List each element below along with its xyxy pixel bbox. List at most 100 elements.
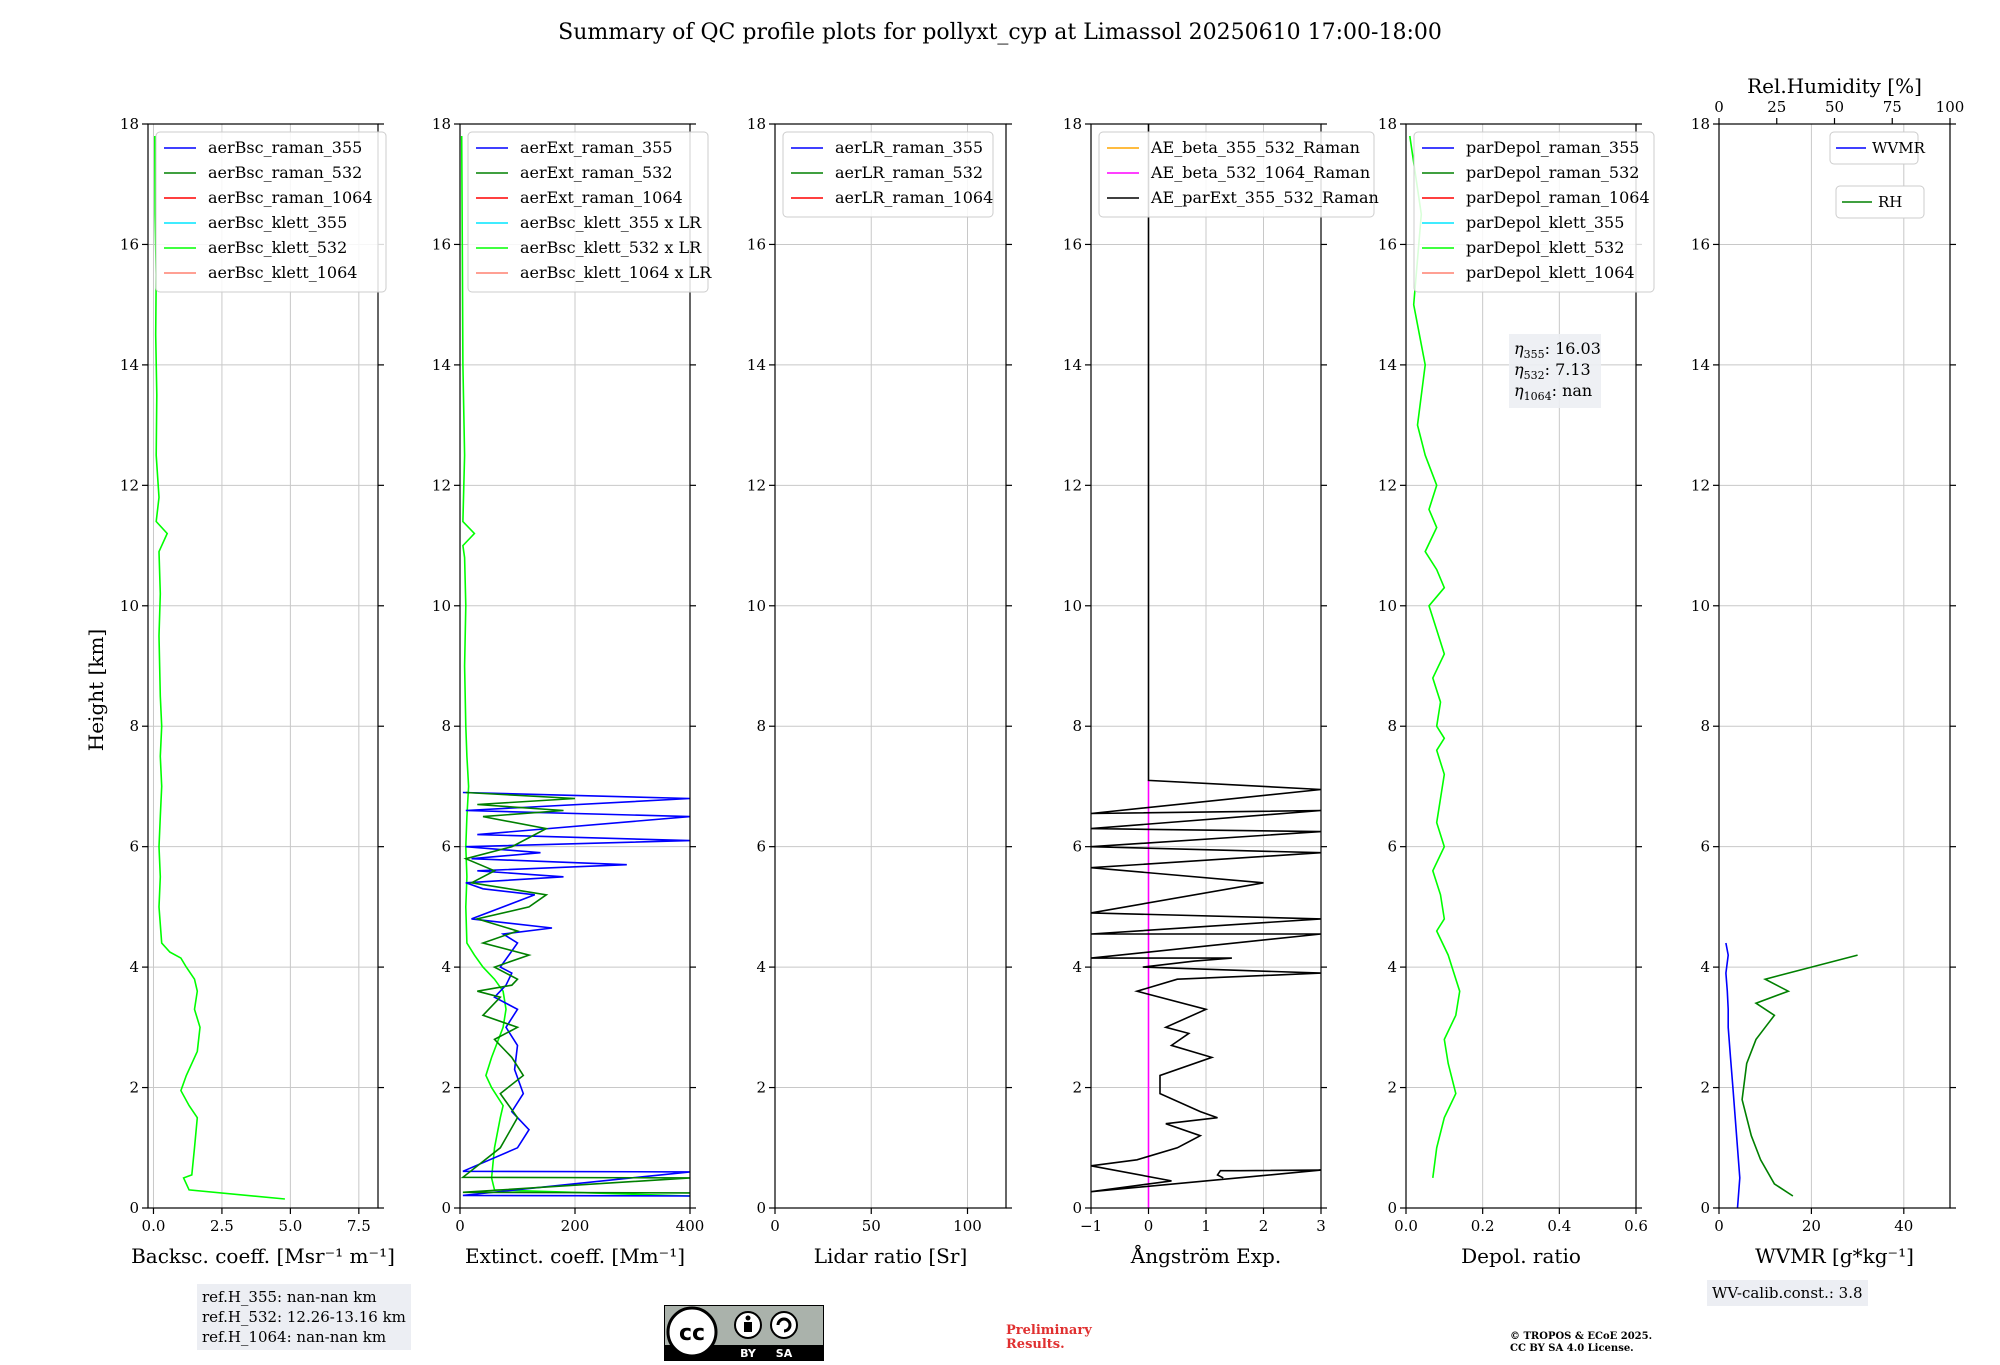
x-tick-label: 0 (1714, 1217, 1724, 1235)
legend-box: parDepol_raman_355 parDepol_raman_532 parD… (1413, 131, 1655, 293)
cc-license-badge: cc BY SA (664, 1305, 824, 1365)
wv-calibration-box: WV-calib.const.: 3.8 (1707, 1280, 1868, 1306)
x-tick-label: 1 (1201, 1217, 1211, 1235)
y-tick-label: 8 (441, 717, 451, 735)
y-tick-label: 16 (1691, 235, 1710, 253)
y-tick-label: 12 (432, 476, 451, 494)
x-axis-label: Lidar ratio [Sr] (814, 1244, 968, 1268)
y-tick-label: 4 (1072, 958, 1082, 976)
legend-label-parDepol_klett_532: parDepol_klett_532 (1466, 238, 1624, 257)
x-tick-label: −1 (1080, 1217, 1102, 1235)
y-tick-label: 16 (747, 235, 766, 253)
y-tick-label: 12 (1378, 476, 1397, 494)
x2-tick-label: 75 (1883, 98, 1902, 116)
x-tick-label: 3 (1316, 1217, 1326, 1235)
panel-5: 0 2 4 6 8 10 12 14 16 18 0.0 0.2 0.4 0.6 Depol. ratio p… (1378, 115, 1655, 1268)
y-tick-label: 18 (1063, 115, 1082, 133)
annotation-background (1509, 334, 1601, 408)
y-tick-label: 4 (129, 958, 139, 976)
x-tick-label: 0 (455, 1217, 465, 1235)
series-line-aerExt_raman_532 (460, 791, 691, 1194)
panel-3: 0 2 4 6 8 10 12 14 16 18 0 50 100 Lidar ratio [Sr] aer… (747, 115, 1012, 1268)
y-tick-label: 10 (432, 597, 451, 615)
x-tick-label: 2 (1259, 1217, 1269, 1235)
y-tick-label: 18 (1691, 115, 1710, 133)
x-tick-label: 0.0 (1394, 1217, 1418, 1235)
preliminary-line-2: Results. (1006, 1337, 1065, 1352)
y-tick-label: 0 (1387, 1199, 1397, 1217)
badge-by-label: BY (740, 1347, 757, 1360)
y-tick-label: 8 (1387, 717, 1397, 735)
y-tick-label: 10 (120, 597, 139, 615)
copyright-notice: © TROPOS & ECoE 2025. CC BY SA 4.0 Licen… (1510, 1331, 1652, 1355)
legend-label-parDepol_raman_355: parDepol_raman_355 (1466, 138, 1639, 157)
legend-label: RH (1878, 193, 1902, 211)
y-tick-label: 18 (432, 115, 451, 133)
cc-by-sa-logo-icon: cc BY SA (664, 1305, 824, 1361)
y-tick-label: 8 (1700, 717, 1710, 735)
legend-label-aerBsc_raman_532: aerBsc_raman_532 (208, 163, 362, 182)
y-tick-label: 14 (432, 356, 451, 374)
y-tick-label: 14 (747, 356, 766, 374)
wv-calib-constant: WV-calib.const.: 3.8 (1712, 1284, 1863, 1302)
y-tick-label: 6 (441, 838, 451, 856)
y-tick-label: 2 (1700, 1079, 1710, 1097)
y-tick-label: 6 (1072, 838, 1082, 856)
y-tick-label: 0 (1700, 1199, 1710, 1217)
x-tick-label: 0.4 (1547, 1217, 1571, 1235)
figure-title: Summary of QC profile plots for pollyxt_… (558, 20, 1442, 45)
x-axis-label: Depol. ratio (1461, 1244, 1581, 1268)
y-tick-label: 6 (756, 838, 766, 856)
panel-2: 0 2 4 6 8 10 12 14 16 18 0 200 400 Extinct. coeff. [M… (432, 115, 712, 1268)
svg-text:cc: cc (679, 1321, 705, 1346)
y-tick-label: 16 (120, 235, 139, 253)
x-tick-label: 100 (953, 1217, 982, 1235)
legend-label-aerLR_raman_355: aerLR_raman_355 (835, 138, 983, 157)
legend-label-aerExt_raman_532: aerExt_raman_532 (520, 163, 673, 182)
y-tick-label: 10 (1691, 597, 1710, 615)
y-tick-label: 14 (1378, 356, 1397, 374)
y-tick-label: 18 (747, 115, 766, 133)
x-tick-label: 200 (561, 1217, 590, 1235)
y-tick-label: 12 (1063, 476, 1082, 494)
y-tick-label: 6 (1387, 838, 1397, 856)
legend-label-aerBsc_klett_532 x LR: aerBsc_klett_532 x LR (520, 238, 702, 257)
x-tick-label: 0 (1144, 1217, 1154, 1235)
legend-label-AE_beta_532_1064_Raman: AE_beta_532_1064_Raman (1150, 163, 1370, 182)
legend-label-parDepol_klett_1064: parDepol_klett_1064 (1466, 263, 1635, 282)
y-tick-label: 0 (1072, 1199, 1082, 1217)
y-tick-label: 4 (756, 958, 766, 976)
legend-frame (1835, 185, 1925, 219)
y-tick-label: 4 (1700, 958, 1710, 976)
x-tick-label: 20 (1802, 1217, 1821, 1235)
legend-label-parDepol_klett_355: parDepol_klett_355 (1466, 213, 1624, 232)
legend-label-aerBsc_raman_355: aerBsc_raman_355 (208, 138, 362, 157)
x-tick-label: 5.0 (278, 1217, 302, 1235)
legend-label-aerExt_raman_355: aerExt_raman_355 (520, 138, 673, 157)
legend-label-parDepol_raman_532: parDepol_raman_532 (1466, 163, 1639, 182)
legend-RH: RH (1835, 185, 1925, 219)
x-axis-label: Ångström Exp. (1130, 1243, 1281, 1268)
y-tick-label: 2 (441, 1079, 451, 1097)
legend-label-aerExt_raman_1064: aerExt_raman_1064 (520, 188, 683, 207)
series-line-WVMR (1725, 942, 1741, 1209)
axes-frame (147, 123, 379, 1209)
series-line-aerBsc_klett_532 (154, 135, 285, 1200)
legend-label-aerLR_raman_532: aerLR_raman_532 (835, 163, 983, 182)
x2-tick-label: 100 (1936, 98, 1965, 116)
x-axis-label: Backsc. coeff. [Msr⁻¹ m⁻¹] (131, 1244, 395, 1268)
x-tick-label: 0 (770, 1217, 780, 1235)
legend-label-aerBsc_raman_1064: aerBsc_raman_1064 (208, 188, 373, 207)
y-tick-label: 0 (441, 1199, 451, 1217)
y-tick-label: 16 (1063, 235, 1082, 253)
legend-label-aerBsc_klett_355 x LR: aerBsc_klett_355 x LR (520, 213, 702, 232)
x-axis-label: WVMR [g*kg⁻¹] (1755, 1244, 1914, 1268)
x-tick-label: 0.0 (142, 1217, 166, 1235)
reference-height-box: ref.H_355: nan-nan km ref.H_532: 12.26-1… (197, 1284, 411, 1350)
y-tick-label: 6 (1700, 838, 1710, 856)
y-tick-label: 6 (129, 838, 139, 856)
y-tick-label: 2 (1072, 1079, 1082, 1097)
y-tick-label: 16 (432, 235, 451, 253)
